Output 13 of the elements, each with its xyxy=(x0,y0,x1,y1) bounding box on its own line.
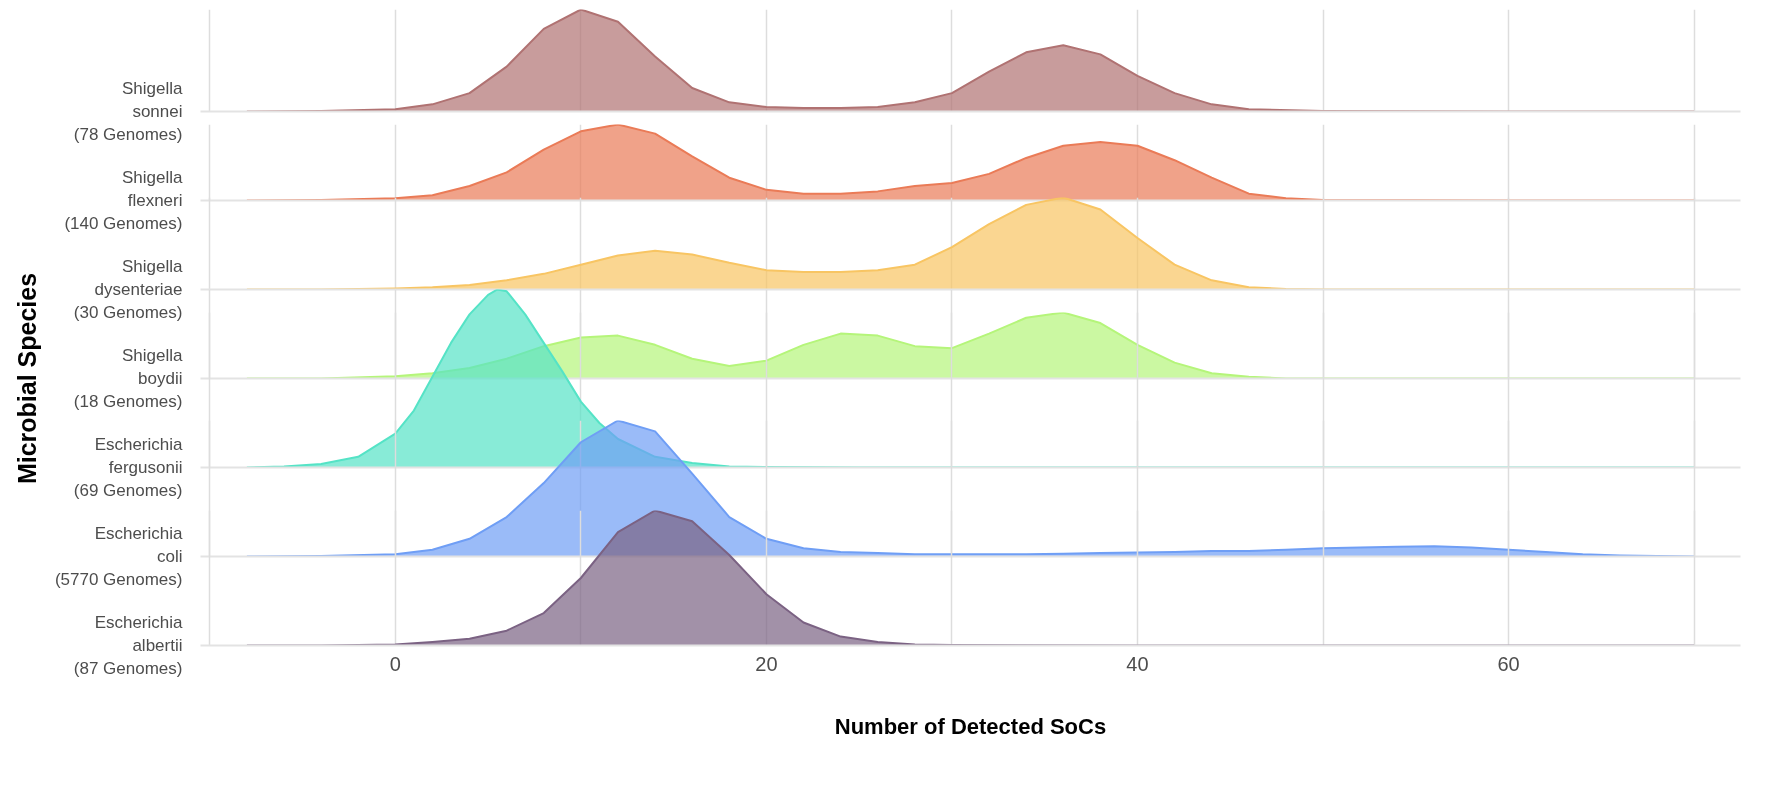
text: Shigella dysenteriae (30 Genomes) xyxy=(73,257,184,322)
text: Shigella sonnei (78 Genomes) xyxy=(73,79,184,144)
text: Escherichia albertii (87 Genomes) xyxy=(73,613,184,678)
x-tick-label: 20 xyxy=(755,652,778,675)
x-tick-label: 60 xyxy=(1497,652,1520,675)
text: Shigella boydii (18 Genomes) xyxy=(73,346,184,411)
text: Escherichia fergusonii (69 Genomes) xyxy=(73,435,184,500)
text: Escherichia coli (5770 Genomes) xyxy=(54,524,184,589)
text: Shigella flexneri (140 Genomes) xyxy=(64,168,184,233)
y-axis-title: Microbial Species xyxy=(12,272,41,485)
x-tick-label: 40 xyxy=(1126,652,1149,675)
x-tick-label: 0 xyxy=(389,652,401,675)
x-axis-title: Number of Detected SoCs xyxy=(834,713,1107,739)
